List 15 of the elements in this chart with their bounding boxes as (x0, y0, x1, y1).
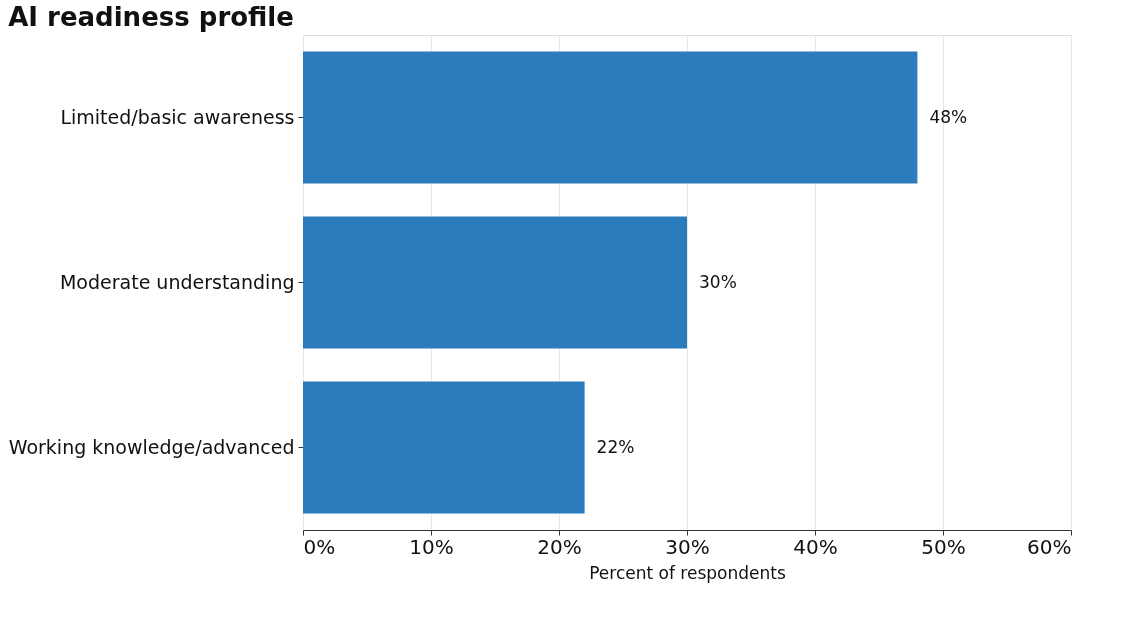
x-tick-label: 30% (665, 534, 710, 559)
data-label: 30% (699, 271, 737, 292)
chart-title: AI readiness profile (8, 2, 294, 32)
y-tick-label: Moderate understanding (59, 270, 295, 293)
x-tick-label: 40% (793, 534, 838, 559)
x-axis-title: Percent of respondents (589, 562, 786, 583)
x-tick-label: 60% (1027, 534, 1072, 559)
data-label: 22% (596, 436, 635, 457)
data-label: 48% (929, 106, 968, 127)
x-tick-label: 50% (921, 534, 966, 559)
x-tick-label: 0% (303, 534, 336, 559)
x-tick-label: 10% (409, 534, 454, 559)
y-tick-label: Working knowledge/advanced (8, 435, 295, 458)
y-tick-label: Limited/basic awareness (60, 105, 295, 128)
x-tick-label: 20% (537, 534, 582, 559)
